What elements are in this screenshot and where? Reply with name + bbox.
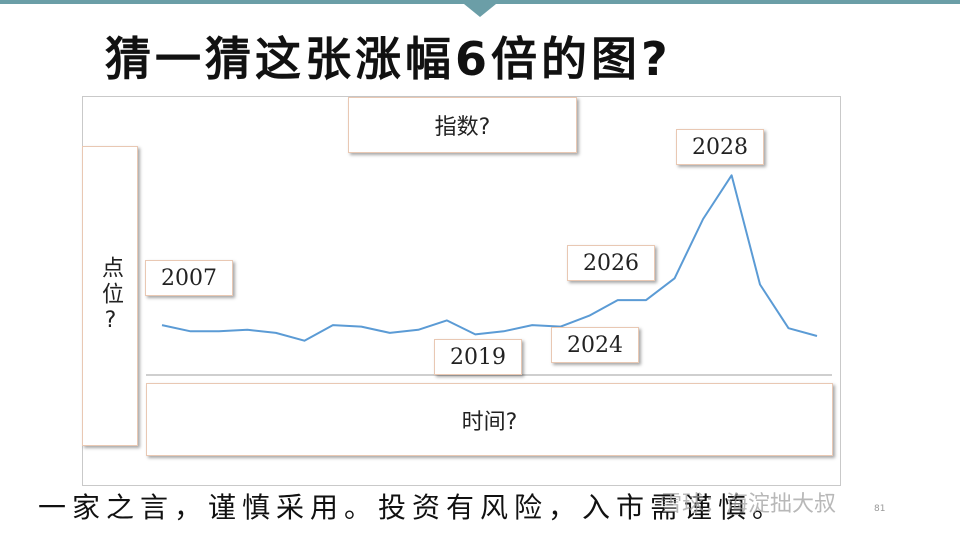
top-accent-notch — [464, 4, 496, 17]
index-question-box: 指数? — [348, 97, 577, 153]
top-accent-bar — [0, 0, 960, 4]
series-line — [161, 174, 818, 342]
label-2024-text: 2024 — [567, 332, 623, 358]
x-axis-line — [146, 374, 832, 376]
x-axis-box: 时间? — [146, 383, 833, 456]
x-axis-label: 时间? — [461, 409, 518, 435]
label-2007: 2007 — [145, 260, 233, 296]
label-2028: 2028 — [676, 129, 764, 165]
disclaimer-footer: 一家之言，谨慎采用。投资有风险，入市需谨慎。 — [38, 491, 787, 524]
label-2007-text: 2007 — [161, 265, 217, 291]
label-2019: 2019 — [434, 339, 522, 375]
page-number: 81 — [874, 504, 886, 514]
label-2026-text: 2026 — [583, 250, 639, 276]
watermark: 雪球：海淀拙大叔 — [660, 492, 837, 517]
y-axis-label: 点位? — [98, 255, 123, 337]
label-2019-text: 2019 — [450, 344, 506, 370]
index-question-label: 指数? — [434, 115, 491, 140]
label-2024: 2024 — [551, 327, 639, 363]
y-axis-box: 点位? — [82, 146, 138, 446]
label-2026: 2026 — [567, 245, 655, 281]
label-2028-text: 2028 — [692, 134, 748, 160]
slide-title: 猜一猜这张涨幅6倍的图? — [105, 32, 672, 86]
